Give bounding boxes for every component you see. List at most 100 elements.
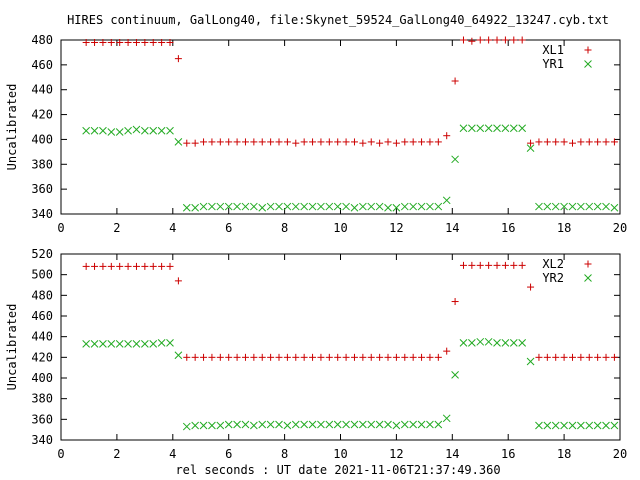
x-tick-label: 8 xyxy=(281,221,288,235)
marker-stroke xyxy=(233,420,241,429)
marker-stroke xyxy=(593,202,602,211)
marker-stroke xyxy=(602,421,610,430)
data-point xyxy=(124,126,132,135)
data-point xyxy=(300,202,309,211)
x-tick-label: 2 xyxy=(113,221,120,235)
y-tick-label: 460 xyxy=(31,58,53,72)
marker-stroke xyxy=(468,339,476,347)
marker-stroke xyxy=(426,202,434,211)
x-axis-label: rel seconds : UT date 2021-11-06T21:37:4… xyxy=(175,463,500,477)
marker-stroke xyxy=(367,202,376,211)
data-point xyxy=(359,139,367,147)
y-tick-label: 340 xyxy=(31,207,53,221)
marker-stroke xyxy=(610,421,619,430)
data-point xyxy=(208,421,216,430)
data-point xyxy=(493,124,501,133)
data-point xyxy=(367,202,376,211)
data-point xyxy=(90,126,99,135)
data-point xyxy=(99,262,107,270)
marker-stroke xyxy=(124,126,132,135)
y-tick-label: 520 xyxy=(31,247,53,261)
data-point xyxy=(258,138,266,146)
marker-stroke xyxy=(216,202,225,211)
data-point xyxy=(191,353,199,361)
data-point xyxy=(560,138,568,146)
marker-stroke xyxy=(584,274,592,282)
marker-stroke xyxy=(459,124,468,133)
marker-stroke xyxy=(208,421,216,430)
marker-stroke xyxy=(493,124,501,133)
data-point xyxy=(610,421,619,430)
data-point xyxy=(216,138,224,146)
data-point xyxy=(266,202,275,211)
data-point xyxy=(275,138,283,146)
legend-label: XL1 xyxy=(542,43,564,57)
data-point xyxy=(250,421,258,430)
data-point xyxy=(459,36,467,44)
data-point xyxy=(149,340,158,348)
marker-stroke xyxy=(584,60,592,68)
data-point xyxy=(300,138,308,146)
marker-stroke xyxy=(551,202,560,211)
data-point xyxy=(468,261,476,269)
data-point xyxy=(509,124,518,133)
data-point xyxy=(426,353,434,361)
marker-stroke xyxy=(182,422,191,431)
marker-stroke xyxy=(518,339,527,347)
data-point xyxy=(241,202,250,211)
marker-stroke xyxy=(149,340,158,348)
data-point xyxy=(317,138,325,146)
x-tick-label: 12 xyxy=(389,221,403,235)
data-point xyxy=(208,138,216,146)
data-point xyxy=(593,202,602,211)
marker-stroke xyxy=(241,202,250,211)
legend-marker xyxy=(584,60,592,68)
data-point xyxy=(510,261,518,269)
plot-frame xyxy=(60,39,621,215)
marker-stroke xyxy=(593,421,602,430)
data-point xyxy=(384,420,392,429)
y-tick-label: 420 xyxy=(31,108,53,122)
data-point xyxy=(602,202,610,211)
data-point xyxy=(568,353,576,361)
data-point xyxy=(443,347,451,355)
y-tick-label: 400 xyxy=(31,132,53,146)
data-point xyxy=(585,138,593,146)
marker-stroke xyxy=(233,202,241,211)
marker-stroke xyxy=(325,420,334,429)
data-point xyxy=(418,138,426,146)
data-point xyxy=(325,353,333,361)
data-point xyxy=(258,203,267,212)
marker-stroke xyxy=(359,202,367,211)
marker-stroke xyxy=(392,421,401,430)
marker-stroke xyxy=(417,420,426,429)
marker-stroke xyxy=(359,420,367,429)
x-tick-label: 2 xyxy=(113,447,120,461)
data-point xyxy=(409,420,418,429)
y-axis-label: Uncalibrated xyxy=(5,304,19,391)
x-tick-label: 16 xyxy=(501,447,515,461)
data-point xyxy=(225,353,233,361)
data-point xyxy=(434,353,442,361)
data-point xyxy=(199,421,208,430)
data-point xyxy=(208,202,216,211)
panel-top: 340 360 380 400 420 440 460 480 0 2 4 6 8 10 12 14 16 18 2… xyxy=(5,33,627,235)
x-tick-label: 4 xyxy=(169,221,176,235)
marker-stroke xyxy=(275,202,283,211)
data-point xyxy=(107,340,116,348)
data-point xyxy=(585,353,593,361)
data-point xyxy=(342,202,350,211)
marker-stroke xyxy=(484,337,493,346)
data-point xyxy=(283,353,291,361)
marker-stroke xyxy=(333,420,342,429)
marker-stroke xyxy=(518,124,527,133)
data-point xyxy=(141,38,149,46)
marker-stroke xyxy=(208,202,216,211)
x-tick-label: 18 xyxy=(557,447,571,461)
marker-stroke xyxy=(543,202,552,211)
data-point xyxy=(543,421,552,430)
data-point xyxy=(518,36,526,44)
marker-stroke xyxy=(258,420,267,429)
data-point xyxy=(132,38,140,46)
data-point xyxy=(610,203,619,212)
